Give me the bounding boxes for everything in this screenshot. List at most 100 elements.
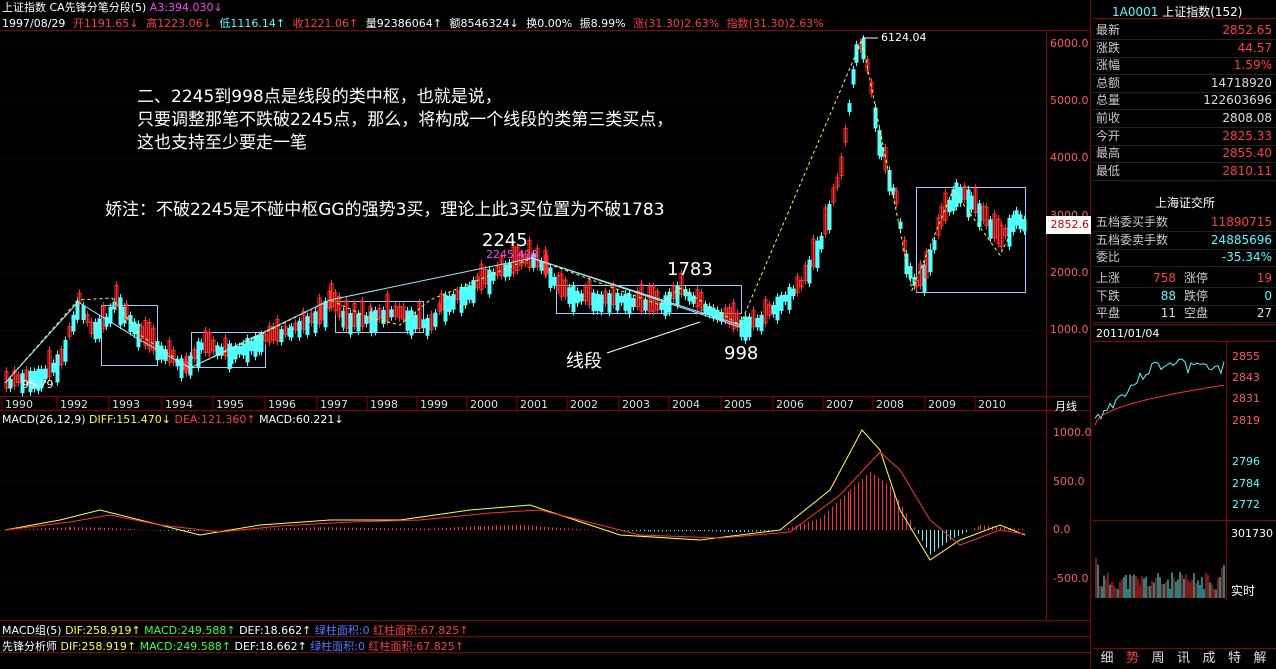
quote-code: 1A0001 <box>1112 5 1159 19</box>
quote-label: 总量 <box>1096 93 1121 108</box>
annotation-line-3: 这也支持至少要走一笔 <box>137 133 307 153</box>
quote-label: 最高 <box>1096 146 1121 161</box>
row1-def: DEF:18.662↑ <box>239 624 312 637</box>
macd-tick: -500.0 <box>1053 571 1089 585</box>
order-label: 五档委买手数 <box>1096 215 1169 229</box>
row1-name: MACD组(5) <box>2 624 62 637</box>
quote-row: 总量 122603696 <box>1093 91 1276 111</box>
bar-info-line: 1997/08/29 开1191.65↓ 高1223.06↓ 低1116.14↑… <box>2 16 828 31</box>
year-tick: 2008 <box>876 398 904 411</box>
stat-label: 下跌 <box>1096 288 1121 303</box>
stat-value: 27 <box>1256 306 1272 321</box>
macd-diff: DIFF:151.470↓ <box>89 413 171 426</box>
index-name: 上证指数 <box>2 1 46 14</box>
tab-0[interactable]: 细 <box>1100 651 1114 666</box>
bar-volume: 量92386064↑ <box>365 17 442 30</box>
indicator-name[interactable]: CA先锋分笔分段(5) <box>49 1 147 14</box>
label-segment: 线段 <box>566 351 602 372</box>
tab-1[interactable]: 势 <box>1125 651 1139 666</box>
stat-value: 19 <box>1256 271 1272 285</box>
price-tick: 5000.0 <box>1050 94 1089 108</box>
bottom-row-1: MACD组(5) DIF:258.919↑ MACD:249.588↑ DEF:… <box>2 622 469 638</box>
row1-macd: MACD:249.588↑ <box>144 624 236 637</box>
tab-6[interactable]: 解 <box>1253 651 1267 666</box>
mini-intraday-chart <box>1094 358 1225 598</box>
macd-panel <box>0 429 1046 580</box>
quote-name: 上证指数(152) <box>1162 5 1243 19</box>
stat-label: 平盘 <box>1096 306 1121 321</box>
order-row: 五档委卖手数 24885696 <box>1093 231 1276 250</box>
quote-row: 最低 2810.11 <box>1093 162 1276 181</box>
bar-amount: 额8546324↓ <box>449 17 519 30</box>
label-1783: 1783 <box>667 259 713 280</box>
macd-tick: 1000.0 <box>1053 426 1092 439</box>
stat-value: 0 <box>1264 288 1272 303</box>
row2-def: DEF:18.662↑ <box>234 640 307 653</box>
quote-row: 最新 2852.65 <box>1093 21 1276 40</box>
label-2245: 2245 <box>482 230 528 251</box>
quote-row: 最高 2855.40 <box>1093 144 1276 164</box>
row1-red: 红柱面积:67.825↑ <box>373 624 469 637</box>
quote-label: 涨幅 <box>1096 58 1121 73</box>
quote-value: 2852.65 <box>1222 23 1272 37</box>
quote-row: 涨跌 44.57 <box>1093 39 1276 58</box>
tab-4[interactable]: 成 <box>1202 651 1216 666</box>
mini-tick: 2784 <box>1232 477 1260 490</box>
order-label: 委比 <box>1096 250 1121 265</box>
bar-low: 低1116.14↑ <box>219 17 286 30</box>
row1-green: 绿柱面积:0 <box>314 624 370 637</box>
row2-macd: MACD:249.588↑ <box>139 640 231 653</box>
quote-value: 2808.08 <box>1222 111 1272 125</box>
stat-value: 758 <box>1153 271 1176 285</box>
segment-pointer <box>606 321 701 354</box>
order-label: 五档委卖手数 <box>1096 232 1169 247</box>
label-998: 998 <box>724 343 759 364</box>
quote-row: 今开 2825.33 <box>1093 127 1276 146</box>
mini-date: 2011/01/04 <box>1096 327 1160 340</box>
year-tick: 1994 <box>165 398 193 411</box>
row2-name: 先锋分析师 <box>2 640 57 653</box>
year-tick: 1996 <box>268 398 296 411</box>
bar-turnover: 换0.00% <box>526 17 573 30</box>
year-tick: 2000 <box>470 398 498 411</box>
annotation-line-1: 二、2245到998点是线段的类中枢，也就是说， <box>137 87 502 107</box>
price-tick: 4000.0 <box>1050 151 1089 165</box>
stat-row: 下跌 88 跌停 0 <box>1093 287 1276 306</box>
annotation-line-2: 只要调整那笔不跌破2245点，那么，将构成一个线段的类第三类买点， <box>137 110 674 130</box>
tab-3[interactable]: 讯 <box>1176 651 1190 666</box>
current-price-tag: 2852.6 <box>1046 216 1091 234</box>
annotation-note: 娇注：不破2245是不碰中枢GG的强势3买，理论上此3买位置为不破1783 <box>105 200 665 220</box>
quote-label: 涨跌 <box>1096 40 1121 55</box>
bar-open: 开1191.65↓ <box>72 17 139 30</box>
year-tick: 1999 <box>420 398 448 411</box>
mini-tick: 2796 <box>1232 455 1260 468</box>
tab-2[interactable]: 周 <box>1151 651 1165 666</box>
row1-dif: DIF:258.919↑ <box>65 624 141 637</box>
quote-label: 最低 <box>1096 163 1121 178</box>
year-tick: 1995 <box>216 398 244 411</box>
bar-high: 高1223.06↓ <box>146 17 212 30</box>
year-tick: 2004 <box>672 398 700 411</box>
bar-index-change: 指数(31.30)2.63% <box>726 17 824 30</box>
macd-value: MACD:60.221↓ <box>259 413 344 426</box>
mini-tick: 2831 <box>1232 392 1260 405</box>
mini-tick: 2843 <box>1232 371 1260 384</box>
period-label[interactable]: 月线 <box>1055 400 1077 413</box>
row2-red: 红柱面积:67.825↑ <box>368 640 464 653</box>
quote-value: 44.57 <box>1237 40 1272 55</box>
quote-label: 前收 <box>1096 111 1121 125</box>
year-tick: 2007 <box>826 398 854 411</box>
year-tick: 2003 <box>622 398 650 411</box>
mini-tick: 2772 <box>1232 498 1260 511</box>
label-high: 6124.04 <box>881 31 927 44</box>
order-row: 委比 -35.34% <box>1093 248 1276 268</box>
tab-5[interactable]: 特 <box>1227 651 1241 666</box>
realtime-label[interactable]: 实时 <box>1231 584 1256 598</box>
order-value: 24885696 <box>1210 232 1272 247</box>
stat-row: 上涨 758 涨停 19 <box>1093 269 1276 288</box>
volume-max: 301730 <box>1231 527 1273 540</box>
price-tick: 1000.0 <box>1050 323 1089 336</box>
quote-title: 1A0001 上证指数(152) <box>1112 3 1243 20</box>
